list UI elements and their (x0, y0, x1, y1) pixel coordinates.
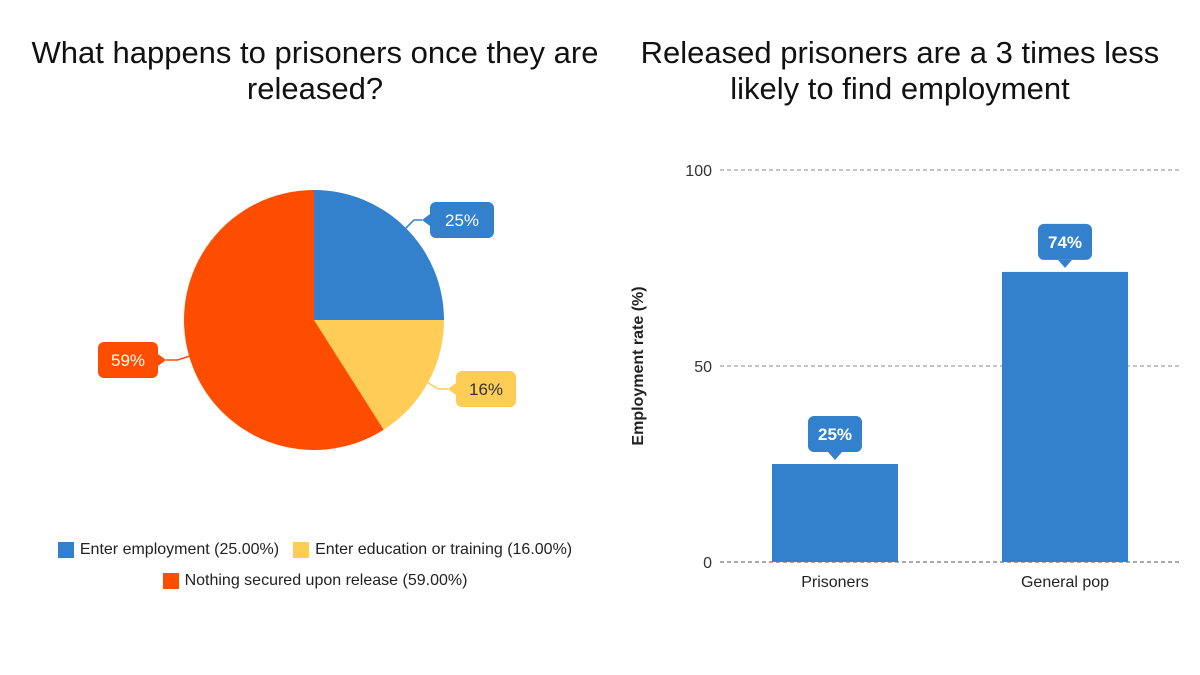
legend-swatch-nothing-secured (162, 573, 179, 589)
legend-item-employment[interactable]: Enter employment (25.00%) (57, 541, 280, 559)
pie-slice-0 (314, 190, 444, 320)
legend-label-education: Enter education or training (16.00%) (315, 541, 573, 558)
pie-leader-line-2 (166, 355, 190, 361)
bar-data-label-0: 25% (818, 425, 852, 444)
pie-legend-row-2: Nothing secured upon release (59.00%) (10, 572, 620, 590)
legend-item-education[interactable]: Enter education or training (16.00%) (293, 541, 572, 559)
pie-chart-title: What happens to prisoners once they are … (31, 35, 599, 106)
legend-label-employment: Enter employment (25.00%) (79, 541, 280, 558)
bar-1 (1002, 271, 1128, 562)
bar-0 (772, 464, 898, 562)
bar-chart-title: Released prisoners are a 3 times less li… (640, 35, 1160, 106)
pie-leader-line-1 (427, 381, 448, 390)
y-tick-label-0: 0 (703, 555, 712, 572)
bar-callout-pointer-1 (1058, 259, 1072, 268)
legend-label-nothing-secured: Nothing secured upon release (59.00%) (184, 572, 468, 589)
x-tick-label-0: Prisoners (801, 574, 869, 591)
pie-leader-line-0 (405, 219, 422, 229)
legend-swatch-employment (57, 542, 74, 558)
y-tick-label-50: 50 (694, 359, 712, 376)
bar-data-label-1: 74% (1048, 233, 1082, 252)
pie-slice-2 (184, 190, 384, 450)
pie-callout-pointer-0 (422, 214, 430, 226)
bar-callout-box-1 (1038, 223, 1092, 260)
bar-callout-box-0 (808, 416, 862, 452)
pie-callout-box-1 (456, 371, 516, 407)
pie-data-label-2: 59% (111, 351, 145, 370)
x-tick-label-1: General pop (1021, 574, 1109, 591)
legend-item-nothing-secured[interactable]: Nothing secured upon release (59.00%) (162, 572, 468, 590)
pie-data-label-0: 25% (445, 211, 479, 230)
pie-data-label-1: 16% (469, 380, 503, 399)
pie-slice-1 (314, 320, 444, 430)
y-tick-label-100: 100 (685, 163, 712, 180)
y-axis-label: Employment rate (%) (630, 286, 647, 445)
pie-callout-pointer-2 (158, 354, 166, 366)
legend-swatch-education (293, 542, 310, 558)
pie-callout-box-0 (430, 202, 494, 238)
bar-callout-pointer-0 (828, 452, 842, 460)
pie-legend-row-1: Enter employment (25.00%) Enter educatio… (10, 541, 620, 559)
pie-callout-box-2 (98, 342, 158, 378)
pie-callout-pointer-1 (448, 383, 456, 395)
